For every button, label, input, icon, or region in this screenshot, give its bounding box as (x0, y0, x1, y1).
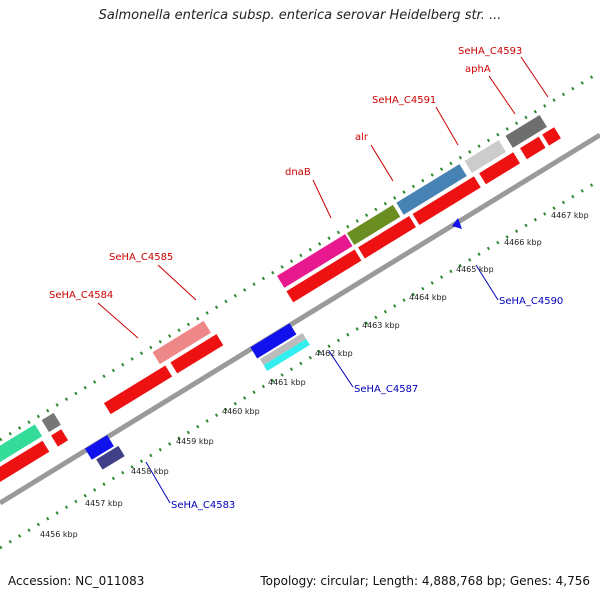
accession-text: Accession: NC_011083 (8, 574, 145, 588)
kbp-label: 4464 kbp (409, 293, 447, 302)
gene-block-alr[interactable] (346, 204, 401, 246)
gene-label-SeHA_C4587[interactable]: SeHA_C4587 (354, 384, 418, 395)
kbp-label: 4456 kbp (40, 530, 78, 539)
gene-label-dnaB[interactable]: dnaB (285, 167, 311, 178)
lower-tick-track (0, 178, 600, 550)
gene-arrow-red[interactable] (412, 176, 481, 226)
gene-block-pink[interactable] (152, 320, 211, 365)
gene-label-SeHA_C4591[interactable]: SeHA_C4591 (372, 95, 436, 106)
kbp-label: 4462 kbp (315, 349, 353, 358)
gene-label-SeHA_C4593[interactable]: SeHA_C4593 (458, 46, 522, 57)
gene-block-SeHA_C4587b[interactable] (259, 332, 307, 366)
gene-block-SeHA_C4583b[interactable] (96, 445, 125, 470)
label-leader-lines (97, 56, 549, 504)
gene-arrow-red[interactable] (170, 334, 224, 374)
forward-genes (0, 115, 561, 488)
gene-arrow-red[interactable] (542, 127, 561, 146)
kbp-label: 4465 kbp (456, 265, 494, 274)
gene-block-SeHA_C4587a[interactable] (250, 323, 297, 359)
gene-label-SeHA_C4584[interactable]: SeHA_C4584 (49, 290, 113, 301)
gene-block-SeHA_C4593[interactable] (505, 115, 547, 148)
kbp-label: 4460 kbp (222, 407, 260, 416)
gene-arrow-red[interactable] (479, 152, 520, 185)
gene-block-gray[interactable] (41, 412, 61, 433)
gene-arrow-red[interactable] (286, 249, 362, 303)
gene-block-dnaB[interactable] (276, 234, 353, 288)
gene-arrow-red[interactable] (103, 365, 173, 415)
kbp-label: 4457 kbp (85, 499, 123, 508)
gene-block-aphA[interactable] (464, 140, 506, 173)
gene-block-SeHA_C4587c[interactable] (263, 338, 310, 372)
gene-block-SeHA_C4590[interactable] (452, 218, 462, 229)
gene-arrow-red[interactable] (51, 429, 69, 447)
gene-label-SeHA_C4583[interactable]: SeHA_C4583 (171, 500, 235, 511)
kbp-label: 4458 kbp (131, 467, 169, 476)
kbp-label: 4463 kbp (362, 321, 400, 330)
map-title: Salmonella enterica subsp. enterica sero… (98, 8, 502, 23)
kbp-label: 4461 kbp (268, 378, 306, 387)
kbp-tick-labels: 4456 kbp 4457 kbp 4458 kbp 4459 kbp 4460… (40, 211, 589, 539)
kbp-label: 4459 kbp (176, 437, 214, 446)
gene-label-aphA[interactable]: aphA (465, 64, 491, 75)
gene-label-alr[interactable]: alr (355, 132, 369, 143)
gene-block-green[interactable] (0, 424, 43, 473)
gene-arrow-red[interactable] (358, 216, 416, 259)
gene-label-SeHA_C4590[interactable]: SeHA_C4590 (499, 296, 563, 307)
kbp-label: 4466 kbp (504, 238, 542, 247)
gene-block-SeHA_C4583a[interactable] (84, 435, 114, 460)
genome-summary: Topology: circular; Length: 4,888,768 bp… (260, 574, 590, 588)
gene-label-SeHA_C4585[interactable]: SeHA_C4585 (109, 252, 173, 263)
gene-arrow-red[interactable] (0, 440, 50, 488)
gene-block-SeHA_C4591[interactable] (396, 164, 467, 215)
kbp-label: 4467 kbp (551, 211, 589, 220)
gene-arrow-red[interactable] (520, 136, 546, 160)
